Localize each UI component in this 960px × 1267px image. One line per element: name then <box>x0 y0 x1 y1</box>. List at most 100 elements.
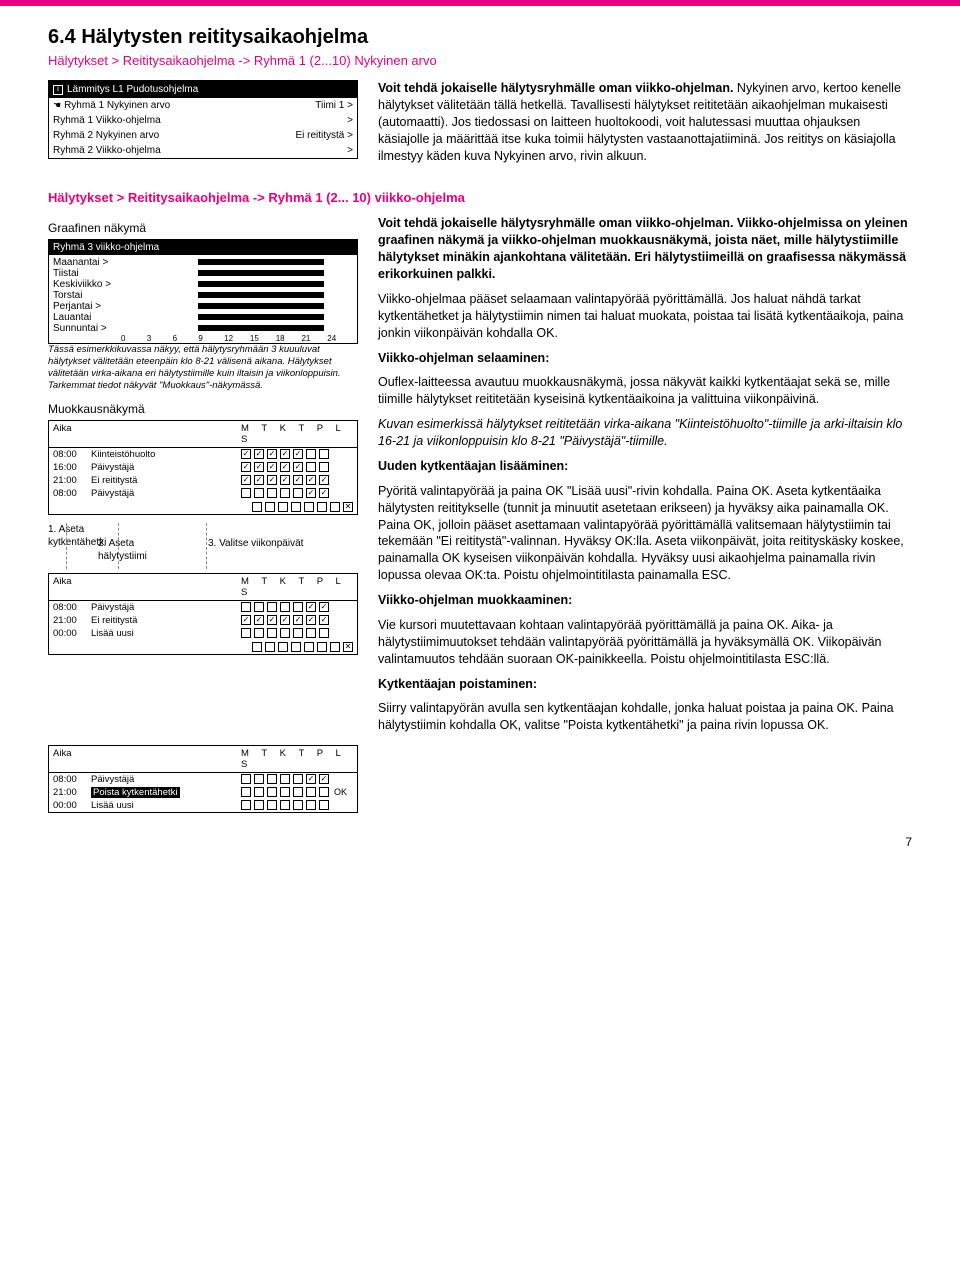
day-checkbox[interactable] <box>267 449 277 459</box>
section-heading: 6.4 Hälytysten reititysaikaohjelma <box>48 26 912 49</box>
day-checkbox[interactable] <box>241 449 251 459</box>
day-checkbox[interactable] <box>267 787 277 797</box>
day-checkbox[interactable] <box>293 800 303 810</box>
day-checkbox[interactable] <box>306 462 316 472</box>
right-p1: Voit tehdä jokaiselle hälytysryhmälle om… <box>378 215 912 283</box>
right-h-poista: Kytkentäajan poistaminen: <box>378 676 912 693</box>
day-checkbox[interactable] <box>241 462 251 472</box>
day-checkbox[interactable] <box>293 628 303 638</box>
schedule-table-3: AikaM T K T P L S08:00Päivystäjä21:00Poi… <box>48 745 358 813</box>
day-checkbox[interactable] <box>293 787 303 797</box>
day-checkbox[interactable] <box>241 488 251 498</box>
chart-row: Maanantai > <box>53 257 353 268</box>
schedule-row: 08:00Kiinteistöhuolto <box>49 448 357 461</box>
close-icon[interactable]: ✕ <box>343 502 353 512</box>
day-checkbox[interactable] <box>267 462 277 472</box>
day-checkbox[interactable] <box>319 615 329 625</box>
right-p2: Viikko-ohjelmaa pääset selaamaan valinta… <box>378 291 912 342</box>
day-checkbox[interactable] <box>306 628 316 638</box>
day-checkbox[interactable] <box>241 628 251 638</box>
day-checkbox[interactable] <box>241 602 251 612</box>
day-checkbox[interactable] <box>254 615 264 625</box>
day-checkbox[interactable] <box>306 602 316 612</box>
day-checkbox[interactable] <box>293 615 303 625</box>
day-checkbox[interactable] <box>280 615 290 625</box>
schedule-row: 08:00Päivystäjä <box>49 487 357 500</box>
chart-title: Ryhmä 3 viikko-ohjelma <box>49 240 357 255</box>
day-checkbox[interactable] <box>306 787 316 797</box>
schedule-row: 00:00Lisää uusi <box>49 627 357 640</box>
day-checkbox[interactable] <box>280 602 290 612</box>
day-checkbox[interactable] <box>280 488 290 498</box>
day-checkbox[interactable] <box>267 602 277 612</box>
day-checkbox[interactable] <box>319 462 329 472</box>
day-checkbox[interactable] <box>254 602 264 612</box>
lcd1-title: Lämmitys L1 Pudotusohjelma <box>67 83 198 96</box>
day-checkbox[interactable] <box>254 800 264 810</box>
lcd-screen-1: i Lämmitys L1 Pudotusohjelma ☚ Ryhmä 1 N… <box>48 80 358 159</box>
day-checkbox[interactable] <box>280 449 290 459</box>
day-checkbox[interactable] <box>306 800 316 810</box>
right-p4: Pyöritä valintapyörää ja paina OK "Lisää… <box>378 483 912 584</box>
chart-row: Perjantai > <box>53 301 353 312</box>
day-checkbox[interactable] <box>241 475 251 485</box>
right-h-uusi: Uuden kytkentäajan lisääminen: <box>378 458 912 475</box>
day-checkbox[interactable] <box>280 800 290 810</box>
lcd1-hand-right: Tiimi 1 > <box>315 99 353 112</box>
day-checkbox[interactable] <box>306 615 316 625</box>
chart-row: Lauantai <box>53 312 353 323</box>
day-checkbox[interactable] <box>241 787 251 797</box>
day-checkbox[interactable] <box>280 462 290 472</box>
day-checkbox[interactable] <box>254 449 264 459</box>
schedule-table-1: AikaM T K T P L S08:00Kiinteistöhuolto16… <box>48 420 358 515</box>
day-checkbox[interactable] <box>293 449 303 459</box>
day-checkbox[interactable] <box>241 774 251 784</box>
day-checkbox[interactable] <box>254 488 264 498</box>
day-checkbox[interactable] <box>293 774 303 784</box>
day-checkbox[interactable] <box>319 475 329 485</box>
chart-row: Tiistai <box>53 268 353 279</box>
lcd-row: Ryhmä 2 Nykyinen arvoEi reititystä > <box>49 128 357 143</box>
day-checkbox[interactable] <box>267 628 277 638</box>
day-checkbox[interactable] <box>319 602 329 612</box>
day-checkbox[interactable] <box>254 628 264 638</box>
day-checkbox[interactable] <box>254 774 264 784</box>
day-checkbox[interactable] <box>293 488 303 498</box>
day-checkbox[interactable] <box>293 475 303 485</box>
day-checkbox[interactable] <box>293 462 303 472</box>
right-p6: Siirry valintapyörän avulla sen kytkentä… <box>378 700 912 734</box>
day-checkbox[interactable] <box>319 449 329 459</box>
day-checkbox[interactable] <box>267 615 277 625</box>
day-checkbox[interactable] <box>254 787 264 797</box>
day-checkbox[interactable] <box>267 800 277 810</box>
day-checkbox[interactable] <box>254 462 264 472</box>
day-checkbox[interactable] <box>293 602 303 612</box>
day-checkbox[interactable] <box>280 774 290 784</box>
day-checkbox[interactable] <box>254 475 264 485</box>
day-checkbox[interactable] <box>306 488 316 498</box>
day-checkbox[interactable] <box>319 800 329 810</box>
day-checkbox[interactable] <box>280 628 290 638</box>
day-checkbox[interactable] <box>306 449 316 459</box>
day-checkbox[interactable] <box>319 488 329 498</box>
schedule-row: 21:00Ei reititystä <box>49 474 357 487</box>
day-checkbox[interactable] <box>267 475 277 485</box>
right-p5: Vie kursori muutettavaan kohtaan valinta… <box>378 617 912 668</box>
day-checkbox[interactable] <box>280 787 290 797</box>
right-h-muok: Viikko-ohjelman muokkaaminen: <box>378 592 912 609</box>
right-p3b: Kuvan esimerkissä hälytykset reititetään… <box>378 416 912 450</box>
day-checkbox[interactable] <box>319 787 329 797</box>
weekly-chart: Ryhmä 3 viikko-ohjelma Maanantai >Tiista… <box>48 239 358 344</box>
day-checkbox[interactable] <box>267 774 277 784</box>
day-checkbox[interactable] <box>319 628 329 638</box>
lcd1-hand-left: Ryhmä 1 Nykyinen arvo <box>64 99 312 112</box>
day-checkbox[interactable] <box>280 475 290 485</box>
day-checkbox[interactable] <box>306 475 316 485</box>
schedule-row: 21:00Ei reititystä <box>49 614 357 627</box>
day-checkbox[interactable] <box>241 800 251 810</box>
day-checkbox[interactable] <box>267 488 277 498</box>
close-icon[interactable]: ✕ <box>343 642 353 652</box>
day-checkbox[interactable] <box>319 774 329 784</box>
day-checkbox[interactable] <box>241 615 251 625</box>
day-checkbox[interactable] <box>306 774 316 784</box>
